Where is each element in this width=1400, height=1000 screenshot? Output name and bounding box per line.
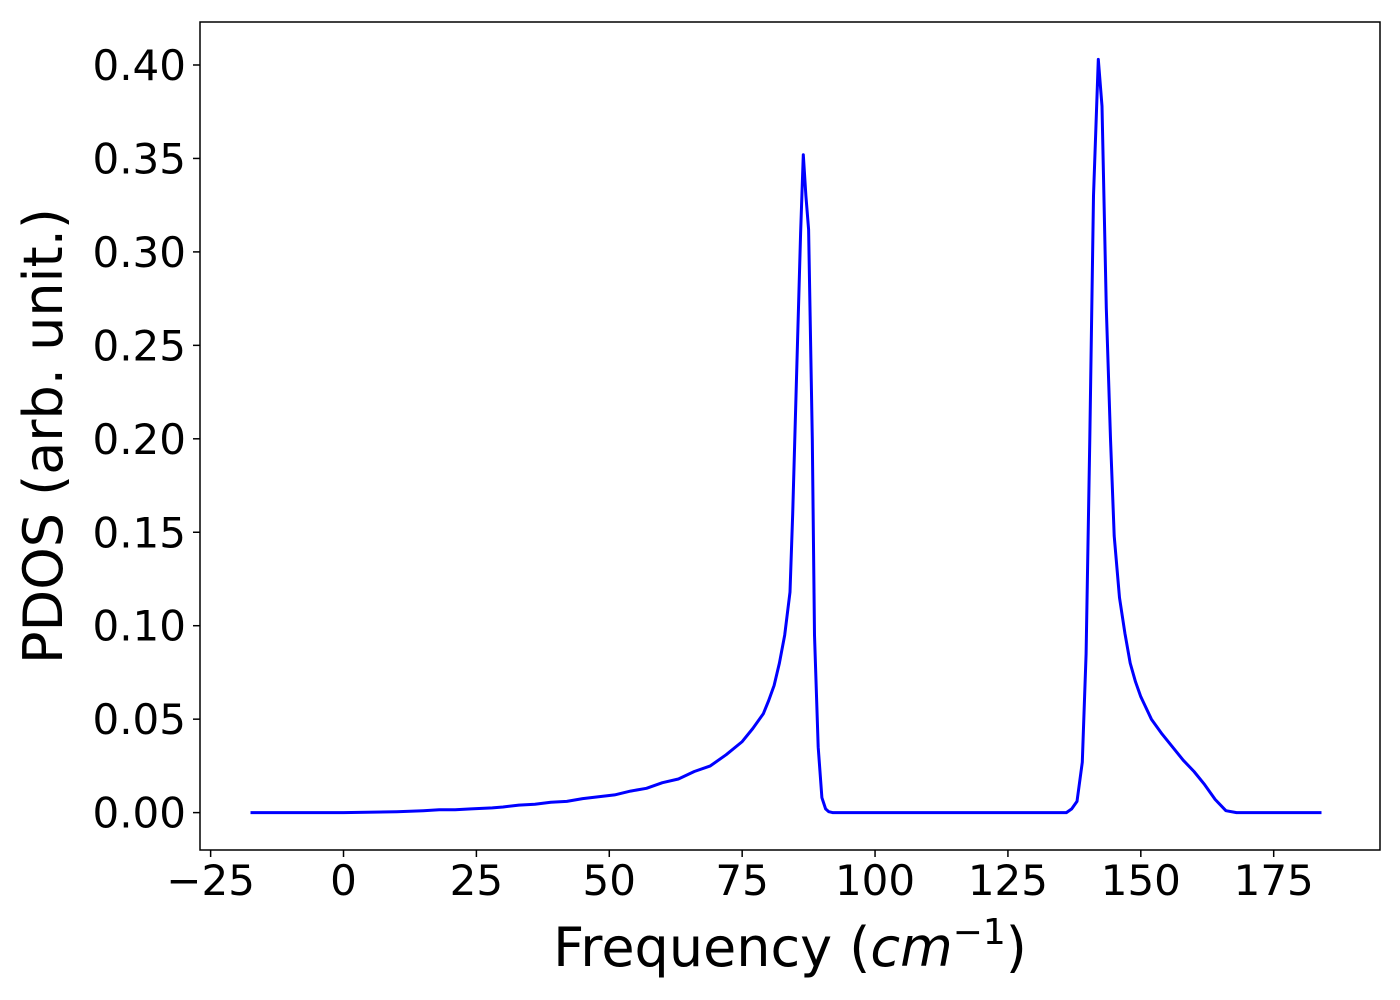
y-tick-label: 0.35	[92, 134, 186, 183]
x-axis-title-close: )	[1006, 916, 1027, 979]
y-tick-label: 0.00	[92, 789, 186, 838]
pdos-series-line	[250, 57, 1322, 815]
x-tick-label: 0	[330, 856, 357, 905]
y-tick-label: 0.20	[92, 415, 186, 464]
x-tick-label: 175	[1234, 856, 1314, 905]
plot-frame	[199, 21, 1381, 851]
x-axis-ticks: −25 0 25 50 75 100 125 150 175	[166, 850, 1314, 905]
x-tick-label: 150	[1101, 856, 1181, 905]
y-tick-label: 0.05	[92, 695, 186, 744]
y-tick-label: 0.25	[92, 321, 186, 370]
x-tick-label: 100	[835, 856, 915, 905]
x-tick-label: 25	[450, 856, 503, 905]
x-axis-title-text: Frequency (	[553, 916, 870, 979]
y-tick-label: 0.30	[92, 228, 186, 277]
x-tick-label: 75	[715, 856, 768, 905]
x-tick-label: 125	[968, 856, 1048, 905]
x-axis-title-exponent: −1	[953, 912, 1006, 953]
x-tick-label: −25	[166, 856, 255, 905]
x-tick-label: 50	[583, 856, 636, 905]
y-tick-label: 0.10	[92, 602, 186, 651]
y-axis-title: PDOS (arb. unit.)	[12, 208, 75, 664]
y-tick-label: 0.15	[92, 508, 186, 557]
x-axis-title: Frequency (cm−1)	[553, 912, 1027, 979]
y-tick-label: 0.40	[92, 41, 186, 90]
x-axis-title-math: cm	[870, 916, 952, 979]
y-axis-ticks: 0.00 0.05 0.10 0.15 0.20 0.25 0.30 0.35 0.40	[92, 41, 200, 838]
